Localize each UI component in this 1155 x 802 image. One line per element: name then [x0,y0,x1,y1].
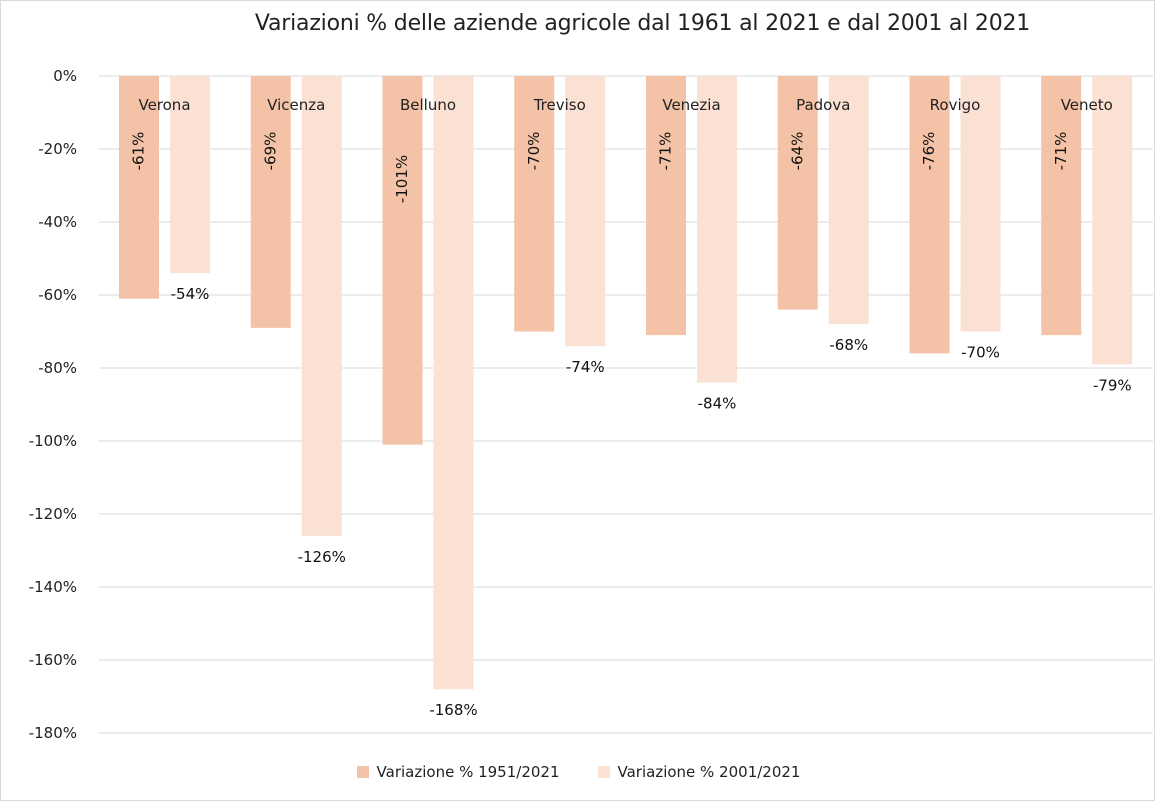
data-label: -84% [698,395,737,413]
data-label: -70% [961,344,1000,362]
bar-1951-2021 [382,76,423,445]
y-tick-label: -60% [38,286,77,304]
bar-1951-2021 [250,76,291,328]
y-tick-label: 0% [53,67,77,85]
category-label: Rovigo [930,96,981,114]
legend-item: Variazione % 2001/2021 [597,763,801,781]
category-label: Venezia [662,96,720,114]
bar-2001-2021 [565,76,606,347]
y-tick-label: -140% [29,578,77,596]
bar-2001-2021 [1092,76,1133,365]
bars [119,76,1133,690]
bar-2001-2021 [828,76,869,325]
data-label: -71% [657,132,675,171]
category-label: Padova [796,96,850,114]
y-axis: 0% -20% -40% -60% -80% -100% -120% -140% -160% -1… [29,67,77,742]
bar-2001-2021 [170,76,210,274]
bar-1951-2021 [646,76,686,336]
bar-1951-2021 [119,76,159,299]
data-label: -126% [298,548,346,566]
legend-label: Variazione % 1951/2021 [376,763,560,781]
category-labels: Verona Vicenza Belluno Treviso Venezia Padova… [138,96,1112,114]
data-label: -64% [788,132,806,171]
data-label: -68% [829,336,868,354]
legend-swatch [597,766,610,778]
bar-2001-2021 [960,76,1001,332]
y-tick-label: -20% [38,140,77,158]
y-tick-label: -160% [29,651,77,669]
bar-1951-2021 [1041,76,1082,336]
bar-1951-2021 [514,76,555,332]
data-label: -54% [171,285,210,303]
legend-label: Variazione % 2001/2021 [617,763,801,781]
y-tick-label: -180% [29,724,77,742]
legend: Variazione % 1951/2021 Variazione % 2001/… [1,763,1155,781]
category-label: Vicenza [267,96,325,114]
category-label: Treviso [533,96,586,114]
data-label: -74% [566,358,605,376]
y-tick-label: -40% [38,213,77,231]
data-label: -71% [1052,132,1070,171]
data-labels: -61% -54% -69% -126% -101% -168% -70% -74% -71% -… [130,132,1132,720]
chart-title: Variazioni % delle aziende agricole dal … [254,11,1031,36]
bar-1951-2021 [909,76,950,354]
data-label: -69% [261,132,279,171]
category-label: Veneto [1061,96,1113,114]
category-label: Belluno [400,96,456,114]
y-tick-label: -120% [29,505,77,523]
bar-2001-2021 [433,76,474,690]
data-label: -70% [525,132,543,171]
category-label: Verona [138,96,190,114]
data-label: -61% [130,132,148,171]
data-label: -76% [920,132,938,171]
bar-1951-2021 [777,76,818,310]
y-tick-label: -80% [38,359,77,377]
legend-swatch [356,766,369,778]
data-label: -168% [429,701,477,719]
bar-2001-2021 [697,76,737,383]
y-tick-label: -100% [29,432,77,450]
data-label: -101% [393,155,411,203]
bar-2001-2021 [301,76,342,536]
data-label: -79% [1093,376,1132,394]
legend-item: Variazione % 1951/2021 [356,763,560,781]
